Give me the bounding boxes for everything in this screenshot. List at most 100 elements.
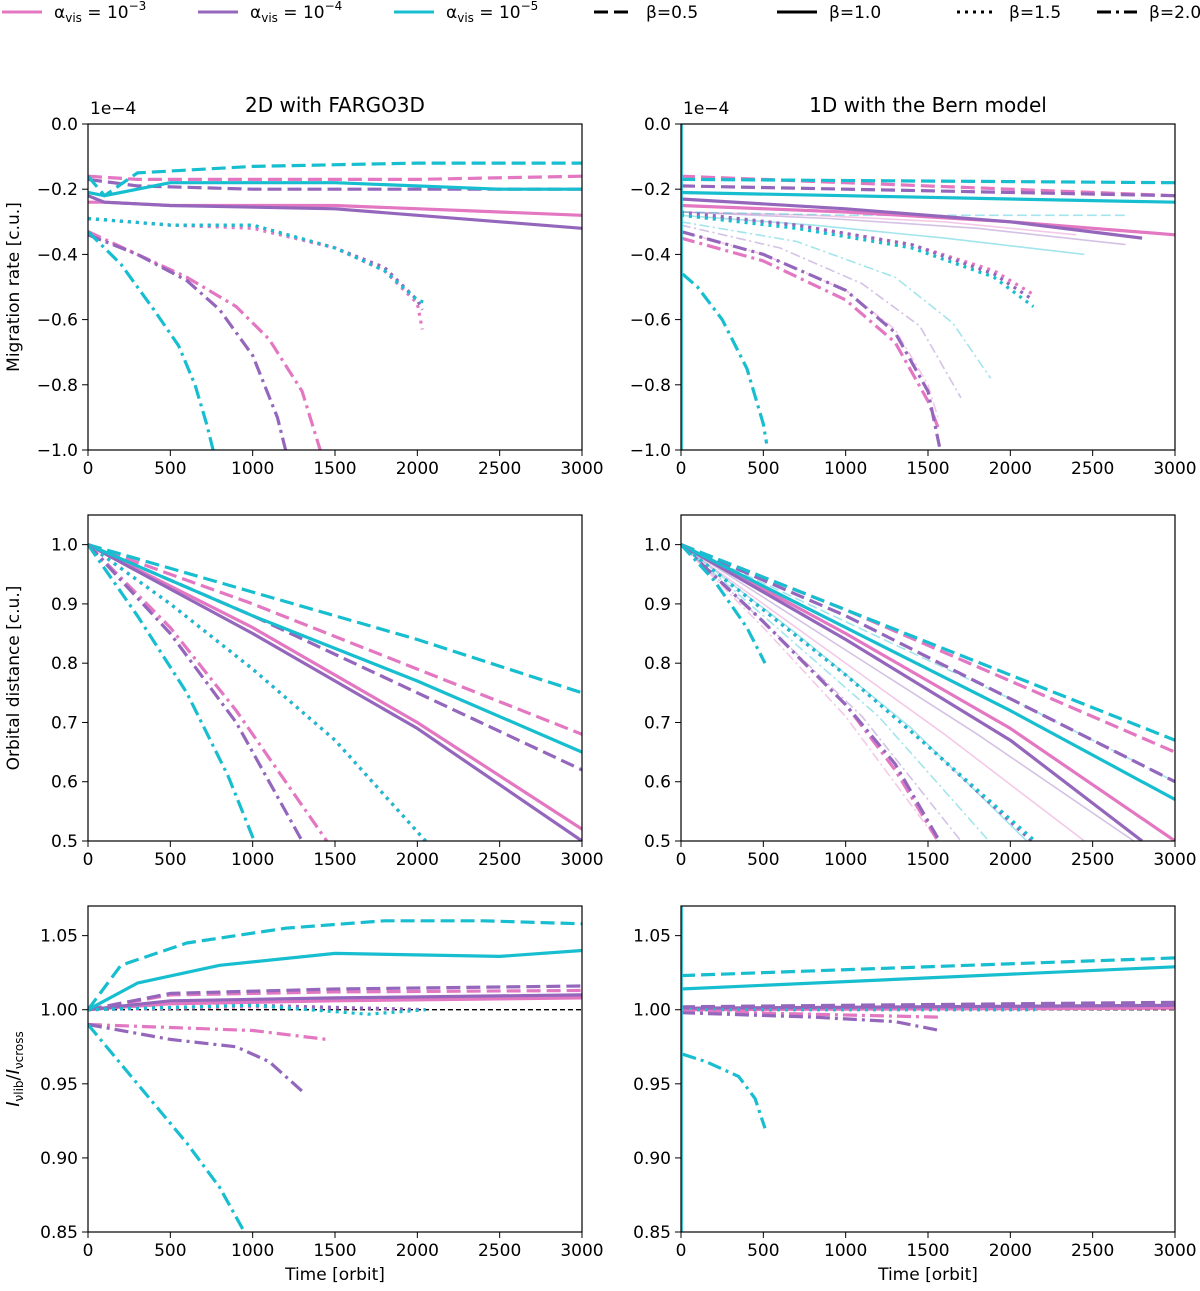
series-line: [88, 543, 582, 841]
x-tick-label: 500: [154, 850, 186, 870]
panel-frame: [680, 123, 1176, 451]
series-line: [88, 543, 582, 772]
legend-label: β=1.0: [829, 3, 881, 23]
series-line: [88, 543, 427, 841]
legend-entry: β=1.5: [957, 3, 1061, 23]
series-line: [88, 1023, 246, 1232]
legend: αvis = 10−3 αvis = 10−4 αvis = 10−5 β=0.5 β=…: [2, 0, 1200, 25]
y-tick-label: 0.0: [51, 115, 78, 135]
legend-exponent: −3: [129, 0, 147, 13]
legend-label: β=2.0: [1149, 3, 1200, 23]
y-tick-label: 0.0: [644, 115, 671, 135]
series-line: [88, 993, 582, 1012]
x-tick-label: 2500: [478, 850, 521, 870]
x-tick-label: 2000: [989, 850, 1032, 870]
series-line: [681, 1003, 1175, 1010]
x-tick-label: 2000: [396, 1241, 439, 1261]
faint-series-line: [681, 544, 939, 841]
series-line: [88, 543, 582, 831]
series-line: [681, 965, 1175, 991]
series-line: [88, 543, 582, 695]
x-tick-label: 3000: [560, 459, 603, 479]
y-tick-label: 0.8: [644, 654, 671, 674]
x-tick-label: 2000: [396, 459, 439, 479]
y-tick-label: 0.7: [644, 713, 671, 733]
panel-dist-1d: 0 500 1000 1500 2000 2500 3000 1.0 0.9 0.8 0.7 0.6 0…: [644, 514, 1197, 870]
series-line: [88, 216, 424, 330]
x-tick-label: 0: [83, 850, 94, 870]
y-label-sub: νlib: [12, 1080, 26, 1101]
x-tick-label: 1500: [313, 850, 356, 870]
x-tick-label: 0: [676, 850, 687, 870]
plot-area: [681, 124, 1175, 450]
x-tick-label: 1500: [313, 459, 356, 479]
legend-alpha: α: [446, 3, 457, 23]
series-line: [681, 272, 769, 444]
x-tick-label: 0: [83, 1241, 94, 1261]
faint-series-line: [681, 211, 1126, 246]
series-line: [681, 190, 1175, 204]
series-line: [88, 161, 582, 198]
x-tick-label: 1000: [231, 850, 274, 870]
x-tick-label: 2000: [989, 459, 1032, 479]
y-axis-label: Iνlib/Iνcross: [3, 1031, 26, 1107]
y-tick-label: 1.05: [633, 927, 671, 947]
y-tick-label: 0.5: [51, 832, 78, 852]
y-tick-label: 0.5: [644, 832, 671, 852]
x-tick-label: 1000: [231, 1241, 274, 1261]
series-line: [681, 543, 1033, 841]
x-tick-label: 2500: [1071, 850, 1114, 870]
series-line: [88, 230, 322, 450]
legend-alpha: α: [250, 3, 261, 23]
x-tick-label: 500: [747, 1241, 779, 1261]
plot-area: [681, 906, 1175, 1232]
series-line: [681, 213, 1035, 308]
x-tick-label: 2000: [989, 1241, 1032, 1261]
legend-entry: β=2.0: [1097, 3, 1200, 23]
legend-entry: αvis = 10−5: [394, 0, 538, 25]
series-line: [681, 543, 1175, 801]
series-line: [682, 1052, 767, 1129]
legend-equals-base: = 10: [278, 3, 325, 23]
series-line: [88, 543, 582, 754]
x-tick-label: 2500: [1071, 459, 1114, 479]
series-line: [681, 230, 942, 448]
x-tick-label: 1500: [906, 1241, 949, 1261]
series-line: [88, 984, 582, 1012]
series-line: [681, 543, 1033, 841]
series-line: [88, 174, 582, 181]
legend-label: β=1.5: [1009, 3, 1061, 23]
legend-entry: β=0.5: [594, 3, 698, 23]
x-axis-label: Time [orbit]: [284, 1265, 385, 1285]
legend-label: αvis = 10−3: [54, 0, 146, 25]
series-line: [88, 216, 428, 305]
y-tick-label: 0.95: [40, 1075, 78, 1095]
x-tick-label: 2500: [1071, 1241, 1114, 1261]
series-line: [681, 543, 1175, 742]
legend-equals-base: = 10: [82, 3, 129, 23]
y-tick-label: −0.6: [37, 311, 78, 331]
series-line: [681, 1011, 940, 1033]
series-line: [88, 1022, 327, 1041]
y-tick-label: −1.0: [630, 441, 671, 461]
y-tick-label: 0.9: [644, 595, 671, 615]
x-tick-label: 3000: [560, 1241, 603, 1261]
x-tick-label: 3000: [1153, 850, 1196, 870]
x-tick-label: 500: [747, 850, 779, 870]
series-line: [681, 543, 1144, 841]
y-tick-label: 0.6: [644, 773, 671, 793]
x-tick-label: 500: [747, 459, 779, 479]
legend-alpha: α: [54, 3, 65, 23]
axis-offset-text: 1e−4: [683, 99, 729, 119]
y-label-sep: /: [3, 1073, 24, 1080]
series-line: [88, 181, 582, 198]
x-axis-label: Time [orbit]: [877, 1265, 978, 1285]
panel-frame: [680, 514, 1176, 842]
panel-frame: [680, 905, 1176, 1233]
x-tick-label: 500: [154, 1241, 186, 1261]
y-tick-label: −1.0: [37, 441, 78, 461]
series-line: [681, 543, 1175, 841]
x-tick-label: 3000: [1153, 459, 1196, 479]
faint-series-line: [681, 224, 962, 399]
